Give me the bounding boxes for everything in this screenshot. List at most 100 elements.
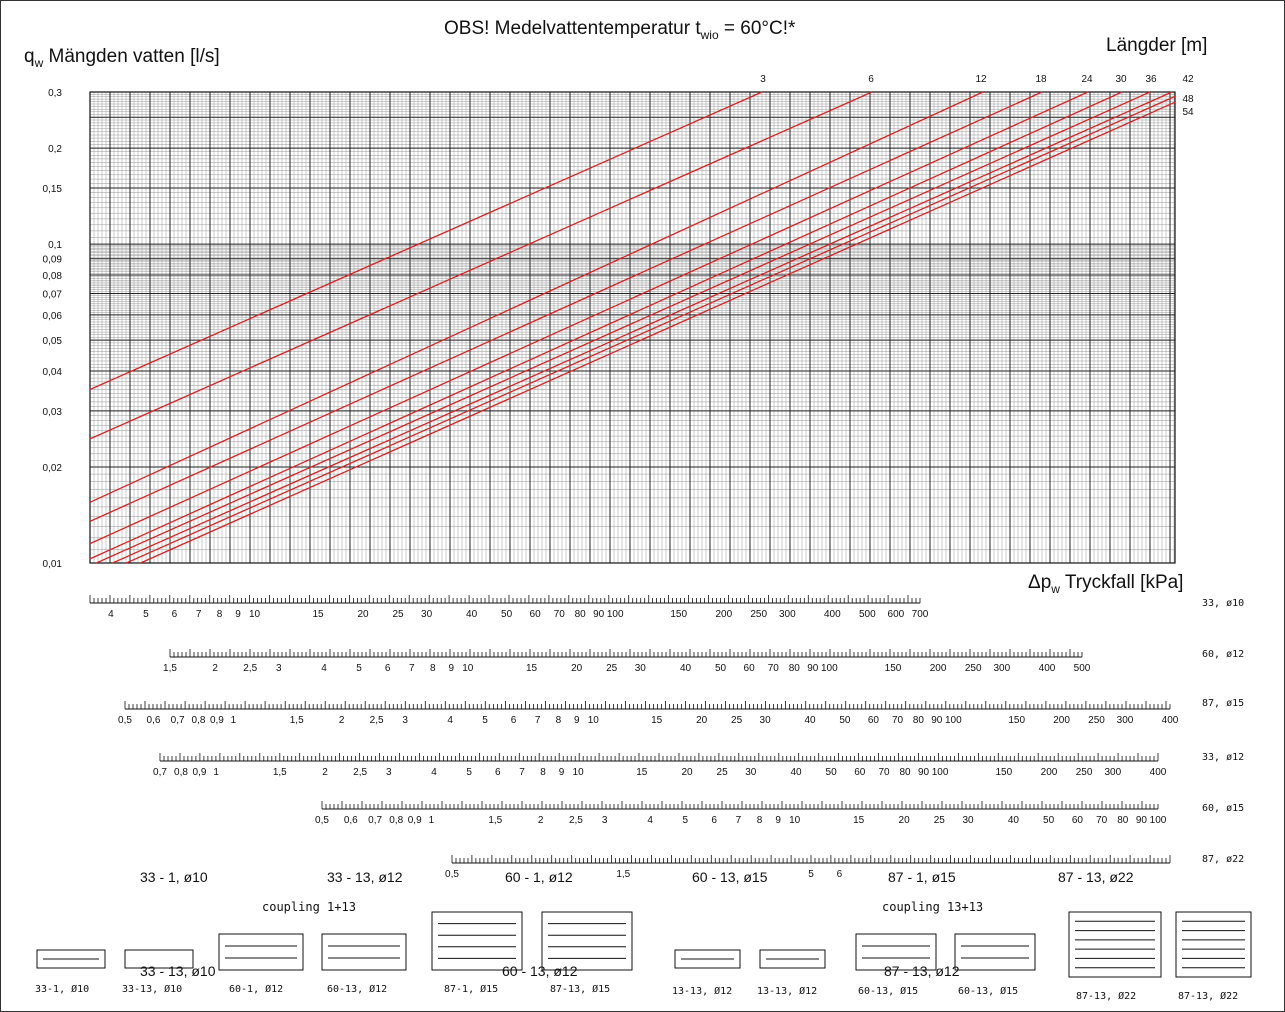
scale-name: 60, ø15 bbox=[1202, 803, 1244, 814]
scale-tick-label: 80 bbox=[899, 767, 911, 778]
series-line bbox=[89, 91, 763, 391]
scale-tick-label: 50 bbox=[501, 609, 513, 620]
coupling-label: coupling 13+13 bbox=[882, 900, 983, 914]
diagram-label: 33-1, Ø10 bbox=[35, 983, 89, 995]
scale-name: 33, ø10 bbox=[1202, 598, 1244, 609]
y-tick-label: 0,07 bbox=[43, 290, 63, 301]
series-line bbox=[89, 91, 873, 440]
diagram-box bbox=[541, 911, 633, 971]
scale-tick-label: 300 bbox=[779, 609, 796, 620]
scale-tick-label: 60 bbox=[744, 663, 756, 674]
y-tick-label: 0,2 bbox=[48, 144, 62, 155]
scale-tick-label: 0,8 bbox=[389, 815, 403, 826]
diagram-box bbox=[855, 933, 937, 971]
scale-tick-label: 2,5 bbox=[353, 767, 367, 778]
scale-tick-label: 7 bbox=[535, 715, 541, 726]
scale-tick-label: 200 bbox=[1053, 715, 1070, 726]
scale-tick-label: 4 bbox=[647, 815, 653, 826]
scale-tick-label: 40 bbox=[804, 715, 816, 726]
scale-tick-label: 20 bbox=[696, 715, 708, 726]
scale-tick-label: 8 bbox=[540, 767, 546, 778]
scale-tick-label: 2,5 bbox=[243, 663, 257, 674]
scale-name: 87, ø15 bbox=[1202, 698, 1244, 709]
scale-tick-label: 90 bbox=[593, 609, 605, 620]
scale-tick-label: 500 bbox=[859, 609, 876, 620]
y-tick-label: 0,04 bbox=[43, 367, 63, 378]
scale-tick-label: 6 bbox=[172, 609, 178, 620]
scale-tick-label: 15 bbox=[312, 609, 324, 620]
scale-tick-label: 4 bbox=[431, 767, 437, 778]
scale-tick-label: 8 bbox=[217, 609, 223, 620]
diagram-label: 60-13, Ø12 bbox=[327, 983, 387, 995]
scale-tick-label: 50 bbox=[715, 663, 727, 674]
scale-tick-label: 25 bbox=[717, 767, 729, 778]
scale-tick-label: 5 bbox=[356, 663, 362, 674]
scale-tick-label: 0,6 bbox=[344, 815, 358, 826]
overlay-label: 87 - 1, ø15 bbox=[888, 869, 956, 885]
scale-tick-label: 60 bbox=[530, 609, 542, 620]
scale-tick-label: 250 bbox=[1088, 715, 1105, 726]
scale-tick-label: 10 bbox=[588, 715, 600, 726]
series-line bbox=[89, 91, 984, 503]
scale-tick-label: 1,5 bbox=[273, 767, 287, 778]
scale-tick-label: 1,5 bbox=[163, 663, 177, 674]
overlay-label: 60 - 1, ø12 bbox=[505, 869, 573, 885]
scale-tick-label: 2 bbox=[538, 815, 544, 826]
scale-tick-label: 80 bbox=[913, 715, 925, 726]
scale-tick-label: 15 bbox=[526, 663, 538, 674]
scale-tick-label: 0,5 bbox=[118, 715, 132, 726]
scale-tick-label: 0,8 bbox=[192, 715, 206, 726]
scale-tick-label: 100 bbox=[1150, 815, 1167, 826]
scale-tick-label: 200 bbox=[930, 663, 947, 674]
diagram-box bbox=[36, 949, 106, 969]
scale-tick-label: 6 bbox=[385, 663, 391, 674]
scale-tick-label: 70 bbox=[1096, 815, 1108, 826]
diagram-label: 60-1, Ø12 bbox=[229, 983, 283, 995]
diagram-box bbox=[218, 933, 304, 971]
scale-tick-label: 0,6 bbox=[147, 715, 161, 726]
y-tick-label: 0,03 bbox=[43, 407, 63, 418]
scale-tick-label: 200 bbox=[1041, 767, 1058, 778]
legend-title: Längder [m] bbox=[1106, 35, 1208, 56]
scale-tick-label: 0,5 bbox=[445, 869, 459, 880]
grid-minor bbox=[90, 91, 1175, 564]
chart-title: OBS! Medelvattentemperatur twio = 60°C!* bbox=[444, 18, 796, 42]
diagram-box bbox=[431, 911, 523, 971]
scale-ticks bbox=[159, 753, 1159, 761]
scale-tick-label: 50 bbox=[826, 767, 838, 778]
series-label: 6 bbox=[868, 74, 874, 85]
series-label: 54 bbox=[1182, 107, 1194, 118]
diagram-label: 87-13, Ø15 bbox=[550, 983, 610, 995]
series-line bbox=[140, 101, 1176, 564]
scale-tick-label: 1,5 bbox=[488, 815, 502, 826]
scale-tick-label: 0,8 bbox=[174, 767, 188, 778]
scale-tick-label: 8 bbox=[556, 715, 562, 726]
scale-name: 60, ø12 bbox=[1202, 649, 1244, 660]
overlay-label: 60 - 13, ø15 bbox=[692, 869, 768, 885]
series-label: 42 bbox=[1182, 74, 1194, 85]
scale-tick-label: 100 bbox=[932, 767, 949, 778]
scale-ticks bbox=[124, 701, 1171, 709]
scale-tick-label: 150 bbox=[670, 609, 687, 620]
plot-border bbox=[89, 91, 1176, 564]
y-tick-label: 0,09 bbox=[43, 255, 63, 266]
series-label: 12 bbox=[975, 74, 987, 85]
scale-tick-label: 9 bbox=[775, 815, 781, 826]
scale-tick-label: 0,7 bbox=[171, 715, 185, 726]
scale-tick-label: 70 bbox=[768, 663, 780, 674]
scale-tick-label: 200 bbox=[715, 609, 732, 620]
scale-tick-label: 20 bbox=[899, 815, 911, 826]
scale-tick-label: 6 bbox=[495, 767, 501, 778]
scale-tick-label: 0,9 bbox=[210, 715, 224, 726]
scale-tick-label: 4 bbox=[108, 609, 114, 620]
series-line bbox=[89, 91, 1043, 522]
scale-tick-label: 250 bbox=[1076, 767, 1093, 778]
scale-tick-label: 8 bbox=[430, 663, 436, 674]
scale-tick-label: 5 bbox=[683, 815, 689, 826]
scale-tick-label: 60 bbox=[854, 767, 866, 778]
diagram-box bbox=[759, 949, 826, 969]
overlay-label: 60 - 13, ø12 bbox=[502, 963, 578, 979]
scale-tick-label: 700 bbox=[912, 609, 929, 620]
y-tick-label: 0,01 bbox=[43, 559, 63, 570]
